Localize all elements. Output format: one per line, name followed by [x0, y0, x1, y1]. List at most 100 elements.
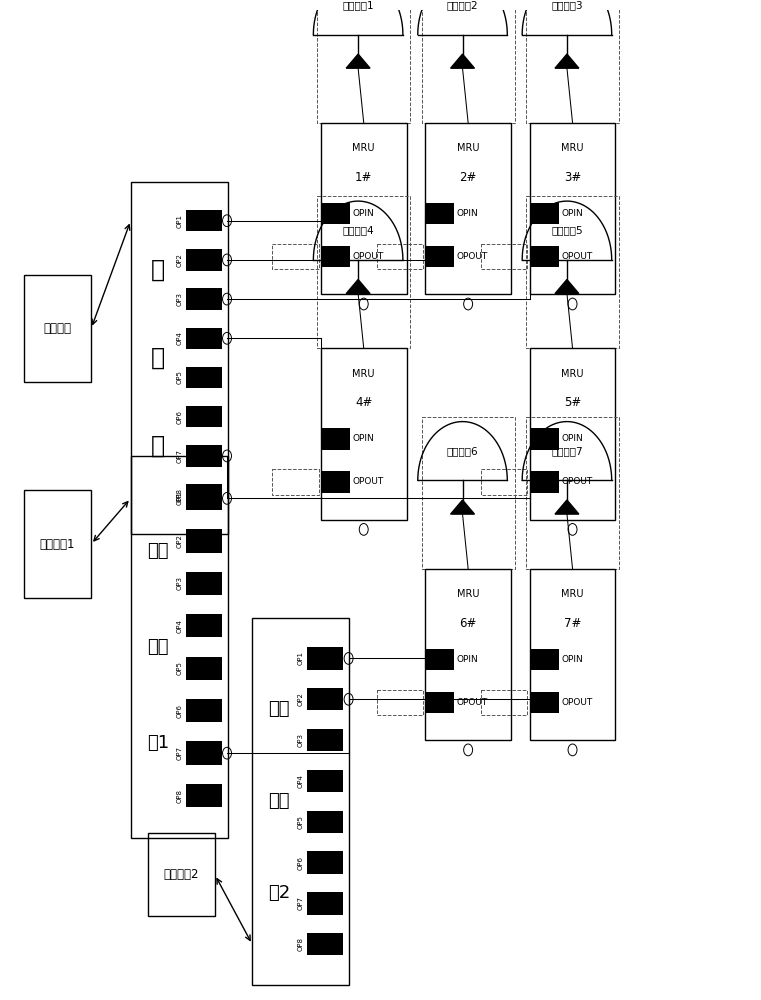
- Text: MRU: MRU: [457, 589, 479, 599]
- Bar: [321, 348, 406, 520]
- Text: OP5: OP5: [298, 815, 304, 829]
- Bar: [24, 275, 91, 382]
- Bar: [425, 569, 511, 740]
- Text: OP5: OP5: [177, 661, 182, 675]
- Text: OP3: OP3: [177, 292, 182, 306]
- Text: OP2: OP2: [177, 253, 182, 267]
- Bar: [131, 182, 228, 534]
- Bar: [530, 348, 616, 520]
- Text: OP7: OP7: [177, 449, 182, 463]
- Bar: [307, 933, 343, 955]
- Text: 覆盖区址6: 覆盖区址6: [447, 446, 479, 456]
- Text: OPIN: OPIN: [457, 655, 479, 664]
- Text: 机2: 机2: [268, 884, 291, 902]
- Text: 4#: 4#: [355, 396, 372, 409]
- Text: 3#: 3#: [564, 171, 581, 184]
- Text: OP1: OP1: [298, 651, 304, 665]
- Bar: [530, 471, 559, 493]
- Text: MRU: MRU: [352, 369, 375, 379]
- Bar: [530, 649, 559, 670]
- Text: OPIN: OPIN: [457, 209, 479, 218]
- Bar: [321, 471, 350, 493]
- Bar: [481, 690, 527, 715]
- Text: 近端基站: 近端基站: [43, 322, 72, 335]
- Bar: [186, 288, 221, 310]
- Bar: [186, 484, 221, 506]
- Polygon shape: [555, 279, 579, 294]
- Text: OP6: OP6: [177, 704, 182, 718]
- Bar: [186, 572, 221, 595]
- Bar: [186, 210, 221, 231]
- Polygon shape: [346, 54, 370, 68]
- Text: OP4: OP4: [298, 774, 304, 788]
- Text: OP1: OP1: [177, 491, 182, 505]
- Polygon shape: [346, 279, 370, 294]
- Bar: [307, 647, 343, 670]
- Bar: [186, 614, 221, 637]
- Bar: [422, 0, 514, 123]
- Text: OPOUT: OPOUT: [352, 477, 384, 486]
- Bar: [321, 428, 350, 450]
- Bar: [425, 203, 454, 224]
- Text: 近端: 近端: [269, 792, 290, 810]
- Text: 1#: 1#: [355, 171, 372, 184]
- Text: OP5: OP5: [177, 371, 182, 384]
- Text: OPOUT: OPOUT: [457, 698, 489, 707]
- Text: OP7: OP7: [298, 896, 304, 910]
- Bar: [422, 417, 514, 569]
- Bar: [481, 244, 527, 269]
- Bar: [186, 784, 221, 807]
- Text: OP4: OP4: [177, 331, 182, 345]
- Text: 覆盖区址5: 覆盖区址5: [551, 226, 583, 235]
- Text: OPOUT: OPOUT: [562, 698, 593, 707]
- Text: OPIN: OPIN: [352, 209, 374, 218]
- Text: OP2: OP2: [298, 692, 304, 706]
- Text: OPOUT: OPOUT: [352, 252, 384, 261]
- Bar: [526, 417, 619, 569]
- Bar: [321, 203, 350, 224]
- Bar: [425, 649, 454, 670]
- Bar: [186, 699, 221, 722]
- Bar: [131, 456, 228, 838]
- Text: 端: 端: [151, 346, 165, 370]
- Polygon shape: [555, 54, 579, 68]
- Bar: [530, 692, 559, 713]
- Bar: [307, 892, 343, 915]
- Text: MRU: MRU: [562, 589, 584, 599]
- Bar: [252, 618, 349, 985]
- Text: OP8: OP8: [177, 789, 182, 803]
- Bar: [307, 729, 343, 751]
- Bar: [186, 249, 221, 271]
- Bar: [186, 529, 221, 553]
- Bar: [24, 490, 91, 598]
- Polygon shape: [555, 500, 579, 514]
- Text: OP4: OP4: [177, 619, 182, 633]
- Bar: [526, 0, 619, 123]
- Bar: [272, 244, 319, 269]
- Text: OP7: OP7: [177, 746, 182, 760]
- Text: 近端: 近端: [147, 638, 168, 656]
- Bar: [186, 487, 221, 510]
- Bar: [317, 196, 410, 348]
- Bar: [186, 657, 221, 680]
- Text: 覆盖区址2: 覆盖区址2: [447, 0, 479, 10]
- Bar: [186, 367, 221, 388]
- Text: OPOUT: OPOUT: [562, 252, 593, 261]
- Text: 覆盖区址3: 覆盖区址3: [551, 0, 583, 10]
- Bar: [425, 692, 454, 713]
- Bar: [186, 445, 221, 467]
- Text: OPIN: OPIN: [352, 434, 374, 443]
- Text: OP8: OP8: [298, 937, 304, 951]
- Text: 机1: 机1: [147, 734, 169, 752]
- Bar: [317, 0, 410, 123]
- Text: OPIN: OPIN: [562, 655, 583, 664]
- Text: 5#: 5#: [564, 396, 581, 409]
- Text: 7#: 7#: [564, 617, 581, 630]
- Bar: [307, 811, 343, 833]
- Bar: [425, 246, 454, 267]
- Text: OP3: OP3: [177, 576, 182, 590]
- Bar: [530, 246, 559, 267]
- Text: 扩容: 扩容: [269, 700, 290, 718]
- Polygon shape: [451, 500, 474, 514]
- Bar: [321, 246, 350, 267]
